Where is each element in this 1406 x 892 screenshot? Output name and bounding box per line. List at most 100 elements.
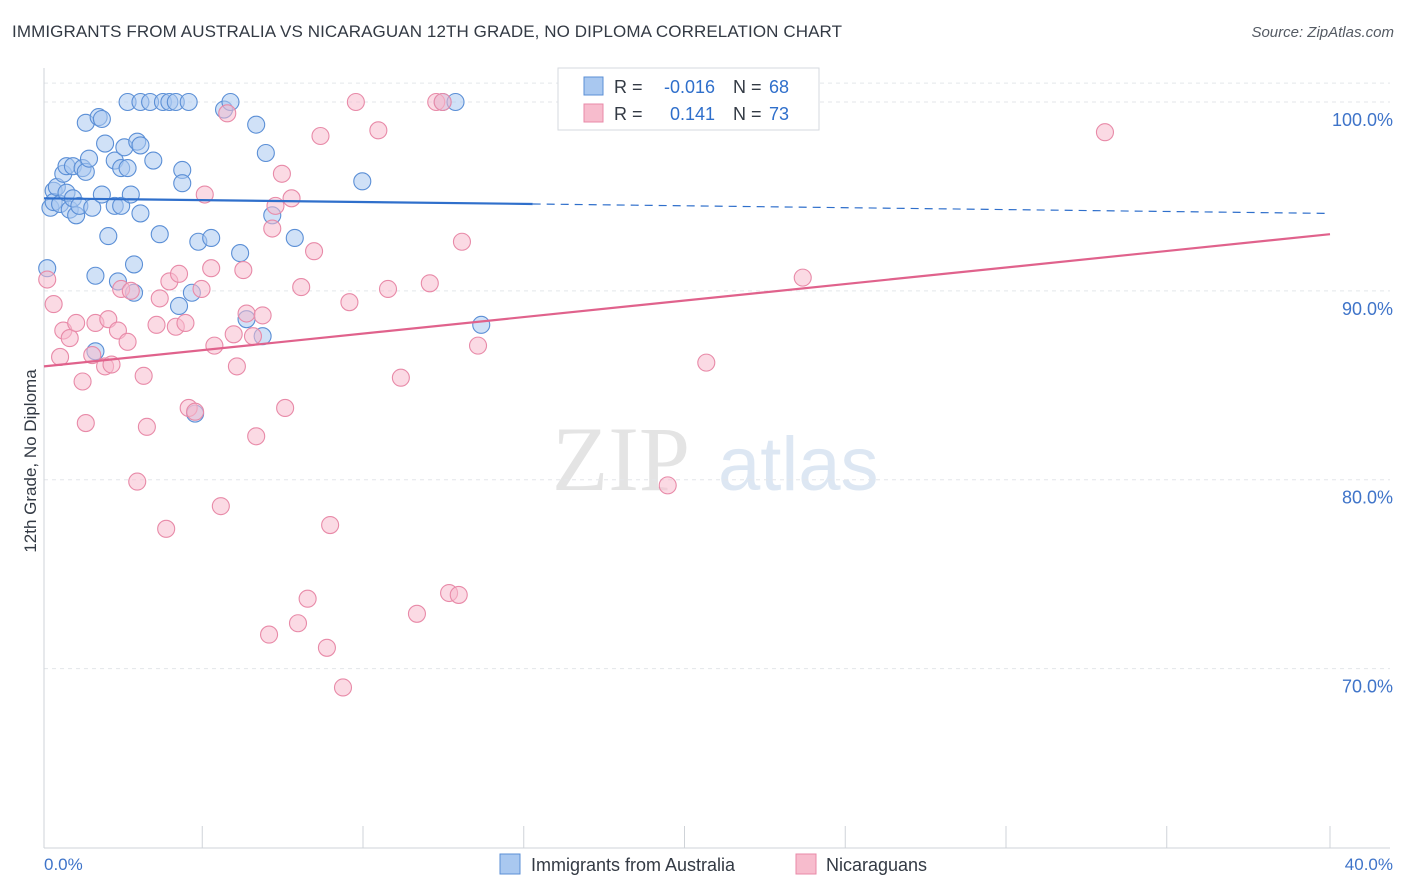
point-nicaraguan bbox=[658, 476, 677, 495]
point-australia bbox=[124, 255, 144, 274]
point-nicaraguan bbox=[237, 304, 256, 323]
chart-source: Source: ZipAtlas.com bbox=[1251, 24, 1394, 41]
point-nicaraguan bbox=[243, 327, 263, 346]
stats-n-value-nicaraguan: 73 bbox=[769, 104, 789, 124]
stats-n-label-australia: N = bbox=[733, 77, 762, 97]
stats-legend: R = -0.016 N = 68 R = 0.141 N = 73 bbox=[557, 67, 820, 131]
legend-swatch-nicaraguan[interactable] bbox=[795, 853, 817, 875]
point-nicaraguan bbox=[305, 242, 324, 261]
point-australia bbox=[231, 244, 250, 263]
y-axis-label: 12th Grade, No Diploma bbox=[21, 369, 40, 553]
point-nicaraguan bbox=[697, 353, 716, 372]
point-nicaraguan bbox=[288, 614, 308, 633]
point-nicaraguan bbox=[192, 279, 211, 299]
point-australia bbox=[92, 109, 111, 129]
point-nicaraguan bbox=[259, 625, 279, 644]
point-nicaraguan bbox=[321, 515, 340, 535]
point-nicaraguan bbox=[73, 372, 92, 391]
point-australia bbox=[353, 172, 372, 191]
y-tick-label: 80.0% bbox=[1342, 488, 1393, 508]
legend-label-australia[interactable]: Immigrants from Australia bbox=[531, 855, 736, 875]
point-australia bbox=[472, 315, 491, 334]
point-nicaraguan bbox=[391, 368, 410, 387]
trend-lines bbox=[43, 197, 1331, 368]
point-nicaraguan bbox=[1095, 123, 1114, 142]
point-nicaraguan bbox=[224, 325, 243, 344]
stats-r-label-australia: R = bbox=[614, 77, 643, 97]
point-nicaraguan bbox=[298, 589, 317, 608]
point-nicaraguan bbox=[150, 289, 169, 308]
point-nicaraguan bbox=[169, 264, 189, 283]
point-nicaraguan bbox=[227, 357, 246, 376]
y-tick-labels: 70.0% 80.0% 90.0% 100.0% bbox=[1332, 110, 1393, 697]
x-tick-label-min: 0.0% bbox=[44, 855, 83, 874]
point-nicaraguan bbox=[340, 293, 359, 312]
y-tick-label: 90.0% bbox=[1342, 299, 1393, 319]
stats-r-value-nicaraguan: 0.141 bbox=[670, 104, 715, 124]
point-australia bbox=[256, 143, 275, 163]
point-australia bbox=[285, 228, 304, 248]
point-nicaraguan bbox=[83, 346, 102, 365]
point-nicaraguan bbox=[147, 315, 166, 334]
point-nicaraguan bbox=[272, 164, 291, 183]
scatter-points bbox=[38, 92, 1114, 697]
point-nicaraguan bbox=[452, 232, 472, 251]
trend-line-australia bbox=[43, 197, 533, 206]
point-nicaraguan bbox=[247, 427, 266, 446]
point-nicaraguan bbox=[51, 347, 70, 367]
point-nicaraguan bbox=[121, 281, 140, 300]
point-nicaraguan bbox=[317, 638, 336, 657]
stats-r-label-nicaraguan: R = bbox=[614, 104, 643, 124]
point-nicaraguan bbox=[449, 585, 468, 604]
point-australia bbox=[118, 159, 137, 178]
point-nicaraguan bbox=[282, 189, 301, 208]
point-nicaraguan bbox=[211, 497, 230, 516]
stats-r-value-australia: -0.016 bbox=[664, 77, 715, 97]
point-nicaraguan bbox=[67, 313, 86, 333]
point-nicaraguan bbox=[433, 92, 452, 112]
point-australia bbox=[131, 204, 150, 223]
point-nicaraguan bbox=[202, 259, 221, 278]
point-nicaraguan bbox=[253, 306, 272, 325]
point-nicaraguan bbox=[157, 519, 176, 538]
point-nicaraguan bbox=[205, 336, 224, 355]
point-australia bbox=[173, 174, 192, 193]
chart-title: IMMIGRANTS FROM AUSTRALIA VS NICARAGUAN … bbox=[12, 22, 843, 41]
point-nicaraguan bbox=[369, 121, 388, 140]
point-nicaraguan bbox=[468, 336, 488, 355]
point-nicaraguan bbox=[60, 329, 79, 348]
x-tick-label-max: 40.0% bbox=[1345, 855, 1393, 874]
legend-label-nicaraguan[interactable]: Nicaraguans bbox=[826, 855, 927, 875]
legend-swatch-australia[interactable] bbox=[499, 853, 521, 875]
trend-line-australia-extension bbox=[532, 203, 1331, 215]
point-nicaraguan bbox=[234, 261, 253, 280]
point-nicaraguan bbox=[38, 270, 57, 289]
watermark-atlas: atlas bbox=[718, 422, 879, 507]
point-nicaraguan bbox=[311, 126, 330, 146]
point-nicaraguan bbox=[218, 104, 237, 123]
y-tick-label: 100.0% bbox=[1332, 110, 1393, 130]
stats-swatch-australia bbox=[583, 76, 604, 96]
point-nicaraguan bbox=[333, 678, 353, 697]
point-nicaraguan bbox=[134, 366, 153, 385]
point-australia bbox=[144, 151, 163, 170]
axes bbox=[43, 68, 1390, 849]
point-nicaraguan bbox=[276, 398, 295, 418]
point-australia bbox=[202, 228, 221, 248]
y-tick-label: 70.0% bbox=[1342, 677, 1393, 697]
bottom-legend: Immigrants from Australia Nicaraguans bbox=[499, 853, 927, 875]
point-nicaraguan bbox=[292, 278, 311, 297]
point-australia bbox=[131, 136, 150, 155]
point-nicaraguan bbox=[44, 295, 63, 314]
point-nicaraguan bbox=[407, 604, 426, 623]
point-australia bbox=[247, 115, 266, 134]
point-nicaraguan bbox=[186, 402, 205, 421]
stats-n-value-australia: 68 bbox=[769, 77, 789, 97]
point-nicaraguan bbox=[378, 279, 398, 299]
point-australia bbox=[169, 296, 189, 316]
point-nicaraguan bbox=[195, 185, 214, 204]
trend-line-nicaraguan bbox=[43, 233, 1331, 368]
watermark-zip: ZIP bbox=[552, 408, 690, 510]
point-australia bbox=[96, 134, 115, 153]
